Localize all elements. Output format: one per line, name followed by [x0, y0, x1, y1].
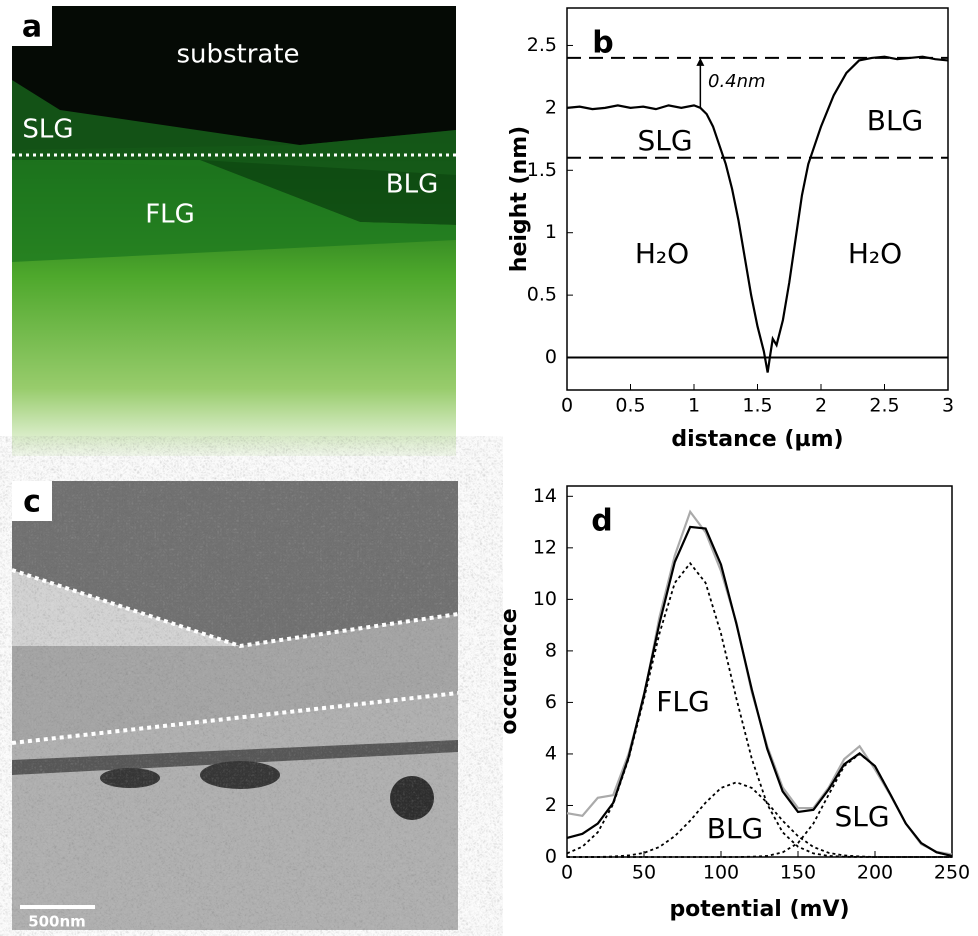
x-tick-label: 100	[703, 862, 739, 884]
region-label: BLG	[386, 170, 438, 200]
x-tick-label: 1	[688, 395, 700, 417]
annotation: H₂O	[848, 237, 902, 270]
y-tick-label: 2.5	[527, 34, 557, 56]
y-tick-label: 4	[545, 742, 557, 764]
annotation: 0.4nm	[708, 71, 766, 92]
annotation: BLG	[867, 104, 924, 137]
y-axis-title: height (nm)	[507, 126, 532, 272]
data-line	[567, 527, 952, 856]
x-tick-label: 0	[561, 395, 573, 417]
panel-label: b	[592, 26, 613, 61]
x-tick-label: 250	[934, 862, 970, 884]
plot-frame	[567, 8, 948, 390]
x-axis-title: distance (µm)	[671, 427, 843, 452]
annotation: FLG	[656, 685, 709, 718]
region-label: SLG	[22, 115, 73, 145]
panel-label: d	[591, 504, 612, 539]
x-tick-label: 1.5	[742, 395, 772, 417]
y-tick-label: 12	[533, 536, 557, 558]
x-tick-label: 0	[561, 862, 573, 884]
y-tick-label: 0	[545, 346, 557, 368]
y-axis-title: occurence	[497, 608, 522, 734]
y-tick-label: 8	[545, 639, 557, 661]
x-tick-label: 150	[780, 862, 816, 884]
annotation: SLG	[834, 800, 889, 833]
y-tick-label: 14	[533, 485, 557, 507]
panel-label: a	[22, 10, 42, 45]
y-tick-label: 2	[545, 794, 557, 816]
x-tick-label: 50	[632, 862, 656, 884]
y-tick-label: 1	[545, 221, 557, 243]
tem-image: c 500nm	[12, 481, 458, 931]
y-tick-label: 6	[545, 691, 557, 713]
panel-label: c	[23, 485, 41, 520]
y-tick-label: 2	[545, 96, 557, 118]
y-tick-label: 0	[545, 846, 557, 868]
page: a substrate SLG FLG BLG c 500nm 0 0.5 1 1.5…	[0, 0, 978, 936]
region-label: substrate	[176, 40, 299, 70]
annotation: SLG	[637, 124, 692, 157]
x-tick-label: 0.5	[615, 395, 645, 417]
x-tick-label: 2.5	[869, 395, 899, 417]
annotation: BLG	[707, 812, 764, 845]
figure: a substrate SLG FLG BLG c 500nm 0 0.5 1 1.5…	[0, 0, 978, 936]
arrow-head	[696, 58, 704, 66]
scale-bar-label: 500nm	[28, 913, 86, 931]
region-label: FLG	[145, 200, 195, 230]
annotation: H₂O	[635, 237, 689, 270]
x-tick-label: 200	[857, 862, 893, 884]
x-tick-label: 2	[815, 395, 827, 417]
x-tick-label: 3	[942, 395, 954, 417]
afm-image: a substrate SLG FLG BLG	[12, 6, 456, 456]
x-axis-title: potential (mV)	[669, 897, 849, 922]
y-tick-label: 10	[533, 588, 557, 610]
y-tick-label: 0.5	[527, 284, 557, 306]
